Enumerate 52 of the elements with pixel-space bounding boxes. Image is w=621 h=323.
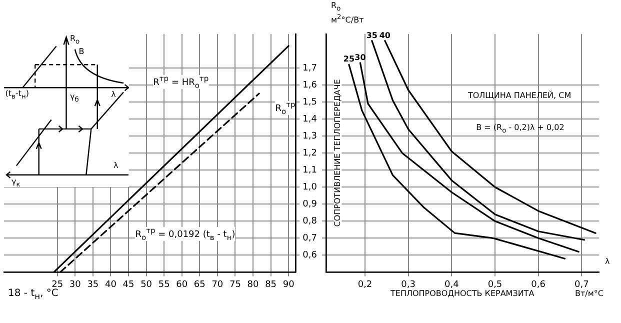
x-tick-label: 45 [122, 280, 134, 290]
x-axis-title: ТЕПЛОПРОВОДНОСТЬ КЕРАМЗИТА [390, 289, 534, 298]
y-tick-label: 1,3 [302, 131, 318, 142]
x-tick-label: 0,2 [358, 280, 372, 290]
series-label: 40 [379, 30, 391, 40]
series-label: 35 [366, 30, 378, 40]
text: Вт/м°C [575, 289, 604, 298]
annotation: γ$_{б}$ [70, 92, 79, 104]
x-tick-label: 40 [104, 280, 117, 290]
y-tick-label: 1,2 [302, 148, 318, 158]
y-tick-label: 1,1 [302, 165, 318, 176]
x-tick-label: 85 [265, 280, 277, 290]
annotation: B [78, 47, 84, 56]
x-tick-label: 90 [282, 280, 295, 290]
x-tick-label: 0,4 [444, 280, 460, 290]
text: λ [605, 257, 610, 266]
x-tick-label: 30 [69, 280, 82, 290]
y-tick-label: 1,4 [302, 114, 318, 124]
x-tick-label: 0,5 [488, 280, 502, 290]
annotation: B = (R$_{о}$ - 0,2)λ + 0,02 [476, 123, 564, 135]
x-tick-label: 80 [247, 280, 259, 290]
x-tick-label: 0,7 [574, 280, 589, 290]
annotation: γ$_{к}$ [11, 176, 20, 188]
y-tick-label: 0,6 [302, 250, 318, 261]
x-tick-label: 55 [158, 280, 170, 290]
x-tick-label: 0,3 [401, 280, 416, 290]
series-label: 25 [343, 54, 355, 64]
y-tick-label: 1,6 [302, 80, 318, 90]
annotation: R$_{о}$$^{тр}$ = 0,0192 (t$_{в}$ - t$_{н}$) [135, 226, 236, 242]
annotation: R$_{о}$ [70, 34, 80, 46]
x-tick-label: 70 [212, 280, 224, 290]
y-axis-title: СОПРОТИВЛЕНИЕ ТЕПЛОПЕРЕДАЧЕ [332, 79, 342, 227]
x-axis-title: 18 - t$_{н}$, °C [8, 288, 58, 301]
legend-title: ТОЛЩИНА ПАНЕЛЕЙ, СМ [468, 91, 572, 100]
y-tick-label: 1,7 [302, 63, 318, 74]
text: м$^{2}$°C/Вт [331, 12, 364, 24]
y-tick-label: 1,0 [302, 182, 318, 192]
annotation: λ [114, 160, 118, 170]
y-tick-label: 0,9 [302, 199, 318, 210]
x-tick-label: 60 [176, 280, 188, 290]
y-tick-label: 0,8 [302, 216, 318, 226]
text: R$_{о}$ [331, 1, 341, 13]
x-tick-label: 75 [229, 280, 241, 290]
annotation: (t$_{в}$-t$_{н}$) [5, 89, 29, 101]
x-tick-label: 65 [194, 280, 206, 290]
x-tick-label: 50 [140, 280, 152, 290]
series-label: 30 [354, 53, 366, 62]
x-tick-label: 35 [87, 280, 99, 290]
x-tick-label: 0,6 [531, 280, 546, 290]
y-tick-label: 0,7 [302, 234, 318, 244]
x-tick-label: 25 [52, 280, 64, 290]
y-tick-label: 1,5 [302, 97, 318, 108]
